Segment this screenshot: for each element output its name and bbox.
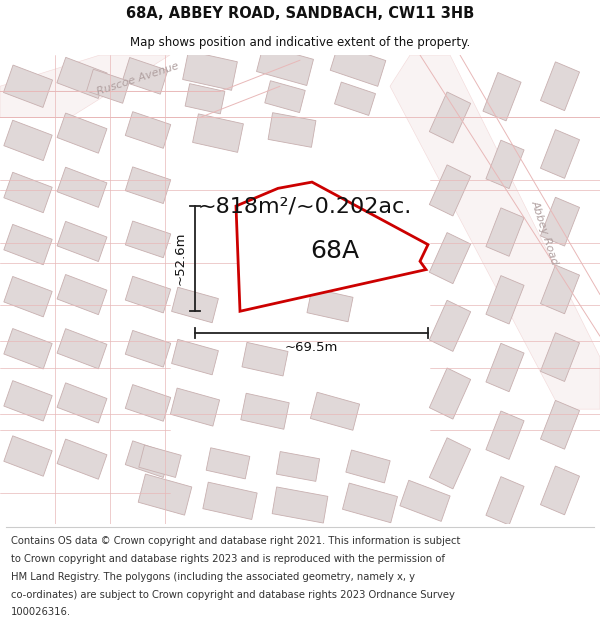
Text: HM Land Registry. The polygons (including the associated geometry, namely x, y: HM Land Registry. The polygons (includin… <box>11 572 415 582</box>
Text: Abbey Road: Abbey Road <box>530 199 560 266</box>
Polygon shape <box>400 480 450 521</box>
Polygon shape <box>0 55 170 118</box>
Polygon shape <box>272 487 328 523</box>
Polygon shape <box>4 329 52 369</box>
Polygon shape <box>172 288 218 322</box>
Polygon shape <box>4 65 53 108</box>
Polygon shape <box>236 182 428 311</box>
Text: Contains OS data © Crown copyright and database right 2021. This information is : Contains OS data © Crown copyright and d… <box>11 536 460 546</box>
Polygon shape <box>541 129 580 178</box>
Polygon shape <box>86 69 130 103</box>
Polygon shape <box>182 51 238 90</box>
Polygon shape <box>483 72 521 121</box>
Text: ~69.5m: ~69.5m <box>285 341 338 354</box>
Polygon shape <box>541 265 580 314</box>
Polygon shape <box>241 393 289 429</box>
Polygon shape <box>57 274 107 314</box>
Polygon shape <box>4 120 52 161</box>
Polygon shape <box>242 342 288 376</box>
Text: 68A, ABBEY ROAD, SANDBACH, CW11 3HB: 68A, ABBEY ROAD, SANDBACH, CW11 3HB <box>126 6 474 21</box>
Polygon shape <box>170 388 220 426</box>
Polygon shape <box>265 81 305 112</box>
Polygon shape <box>125 167 171 204</box>
Polygon shape <box>390 55 600 409</box>
Polygon shape <box>4 276 52 317</box>
Polygon shape <box>277 451 320 481</box>
Polygon shape <box>4 224 52 265</box>
Polygon shape <box>346 450 390 483</box>
Polygon shape <box>486 477 524 525</box>
Polygon shape <box>4 436 52 476</box>
Polygon shape <box>122 58 168 94</box>
Polygon shape <box>57 221 107 261</box>
Polygon shape <box>125 112 171 148</box>
Polygon shape <box>57 383 107 423</box>
Text: Map shows position and indicative extent of the property.: Map shows position and indicative extent… <box>130 36 470 49</box>
Polygon shape <box>541 466 580 515</box>
Polygon shape <box>206 448 250 479</box>
Polygon shape <box>257 46 313 86</box>
Polygon shape <box>57 113 107 153</box>
Polygon shape <box>193 114 244 152</box>
Polygon shape <box>541 401 580 449</box>
Polygon shape <box>125 221 171 258</box>
Polygon shape <box>172 339 218 375</box>
Polygon shape <box>541 198 580 246</box>
Polygon shape <box>138 474 192 515</box>
Polygon shape <box>57 329 107 369</box>
Polygon shape <box>486 140 524 189</box>
Polygon shape <box>541 62 580 111</box>
Polygon shape <box>57 58 107 99</box>
Polygon shape <box>430 368 470 419</box>
Polygon shape <box>430 165 470 216</box>
Text: to Crown copyright and database rights 2023 and is reproduced with the permissio: to Crown copyright and database rights 2… <box>11 554 445 564</box>
Polygon shape <box>125 441 171 478</box>
Polygon shape <box>430 232 470 284</box>
Polygon shape <box>430 300 470 351</box>
Polygon shape <box>268 112 316 148</box>
Polygon shape <box>486 276 524 324</box>
Polygon shape <box>4 173 52 213</box>
Polygon shape <box>430 92 470 143</box>
Text: co-ordinates) are subject to Crown copyright and database rights 2023 Ordnance S: co-ordinates) are subject to Crown copyr… <box>11 589 455 599</box>
Polygon shape <box>486 343 524 392</box>
Polygon shape <box>57 168 107 208</box>
Polygon shape <box>486 208 524 256</box>
Text: ~818m²/~0.202ac.: ~818m²/~0.202ac. <box>198 196 412 216</box>
Polygon shape <box>330 44 386 86</box>
Polygon shape <box>185 84 225 114</box>
Text: ~52.6m: ~52.6m <box>173 232 187 286</box>
Polygon shape <box>541 332 580 381</box>
Polygon shape <box>334 82 376 116</box>
Text: 100026316.: 100026316. <box>11 608 71 618</box>
Polygon shape <box>343 483 398 522</box>
Polygon shape <box>125 276 171 313</box>
Polygon shape <box>310 392 359 430</box>
Polygon shape <box>4 381 52 421</box>
Polygon shape <box>203 482 257 519</box>
Polygon shape <box>125 384 171 421</box>
Text: 68A: 68A <box>310 239 359 263</box>
Polygon shape <box>486 411 524 459</box>
Polygon shape <box>430 438 470 489</box>
Text: Ruscoe Avenue: Ruscoe Avenue <box>95 61 181 97</box>
Polygon shape <box>307 288 353 322</box>
Polygon shape <box>57 439 107 479</box>
Polygon shape <box>125 331 171 367</box>
Polygon shape <box>139 445 181 478</box>
